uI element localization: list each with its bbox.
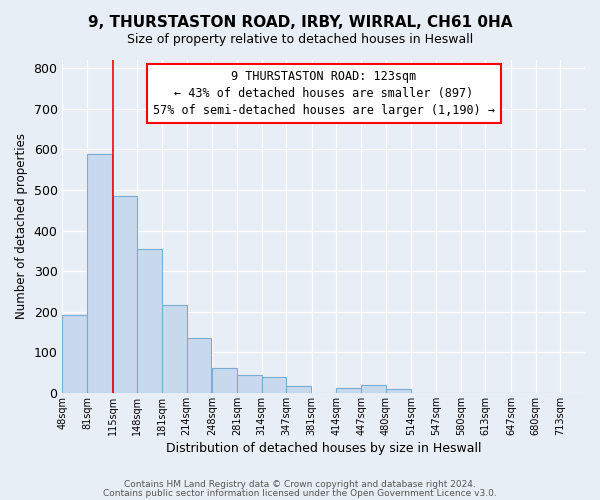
Text: Contains HM Land Registry data © Crown copyright and database right 2024.: Contains HM Land Registry data © Crown c… — [124, 480, 476, 489]
Bar — [361, 385, 386, 393]
Bar — [187, 338, 211, 393]
X-axis label: Distribution of detached houses by size in Heswall: Distribution of detached houses by size … — [166, 442, 481, 455]
Bar — [262, 378, 286, 393]
Bar — [237, 374, 262, 393]
Bar — [137, 249, 162, 393]
Bar — [212, 368, 237, 393]
Bar — [113, 196, 137, 393]
Text: Contains public sector information licensed under the Open Government Licence v3: Contains public sector information licen… — [103, 488, 497, 498]
Bar — [286, 386, 311, 393]
Bar — [337, 388, 361, 393]
Bar — [62, 314, 87, 393]
Y-axis label: Number of detached properties: Number of detached properties — [15, 134, 28, 320]
Bar — [162, 305, 187, 393]
Text: 9, THURSTASTON ROAD, IRBY, WIRRAL, CH61 0HA: 9, THURSTASTON ROAD, IRBY, WIRRAL, CH61 … — [88, 15, 512, 30]
Bar — [386, 389, 410, 393]
Text: Size of property relative to detached houses in Heswall: Size of property relative to detached ho… — [127, 32, 473, 46]
Bar — [87, 154, 112, 393]
Text: 9 THURSTASTON ROAD: 123sqm
← 43% of detached houses are smaller (897)
57% of sem: 9 THURSTASTON ROAD: 123sqm ← 43% of deta… — [153, 70, 495, 117]
